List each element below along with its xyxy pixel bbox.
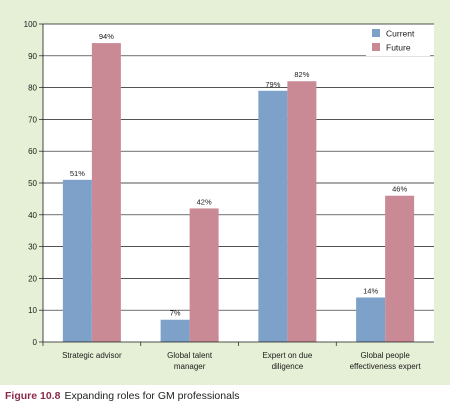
y-tick-label: 70	[28, 115, 37, 124]
bar-chart: 0 10 20 30 40 50 60 70 80 90 100 51% 94% Strategic ad…	[24, 20, 434, 371]
data-label: 42%	[197, 197, 212, 206]
figure-number: Figure 10.8	[5, 390, 61, 402]
y-tick-label: 50	[28, 179, 37, 188]
y-tick-label: 60	[28, 147, 37, 156]
bar-future-0	[91, 43, 121, 342]
y-tick-label: 40	[28, 211, 37, 220]
x-category-label: Expert on due	[262, 351, 312, 360]
data-label: 94%	[99, 32, 114, 41]
y-tick-label: 0	[33, 338, 38, 347]
data-label: 14%	[363, 286, 378, 295]
y-tick-label: 90	[28, 52, 37, 61]
figure-caption-text: Expanding roles for GM professionals	[64, 390, 240, 402]
bar-current-1	[160, 319, 190, 342]
data-label: 46%	[392, 185, 407, 194]
data-label: 51%	[70, 169, 85, 178]
data-label: 82%	[294, 70, 309, 79]
y-tick-label: 20	[28, 274, 37, 283]
figure-caption: Figure 10.8 Expanding roles for GM profes…	[5, 390, 240, 402]
y-tick-label: 30	[28, 243, 37, 252]
legend-swatch-future	[372, 43, 380, 51]
x-category-label: effectiveness expert	[350, 362, 422, 371]
y-tick-label: 10	[28, 306, 37, 315]
bar-current-2	[258, 90, 288, 342]
x-category-label: Global people	[360, 351, 410, 360]
y-tick-label: 100	[24, 20, 38, 29]
bar-future-1	[189, 208, 219, 342]
legend-swatch-current	[372, 29, 380, 37]
bar-future-2	[287, 81, 317, 343]
y-tick-label: 80	[28, 84, 37, 93]
legend-label-current: Current	[386, 29, 415, 39]
x-category-label: diligence	[272, 362, 304, 371]
bar-current-3	[356, 297, 386, 342]
bar-current-0	[62, 179, 92, 342]
data-label: 79%	[265, 80, 280, 89]
x-category-label: manager	[174, 362, 206, 371]
legend-label-future: Future	[386, 43, 411, 53]
chart-panel: 0 10 20 30 40 50 60 70 80 90 100 51% 94% Strategic ad…	[0, 0, 450, 385]
x-category-label: Global talent	[167, 351, 213, 360]
x-category-label: Strategic advisor	[62, 351, 122, 360]
data-label: 7%	[170, 309, 181, 318]
bar-future-3	[385, 195, 415, 342]
